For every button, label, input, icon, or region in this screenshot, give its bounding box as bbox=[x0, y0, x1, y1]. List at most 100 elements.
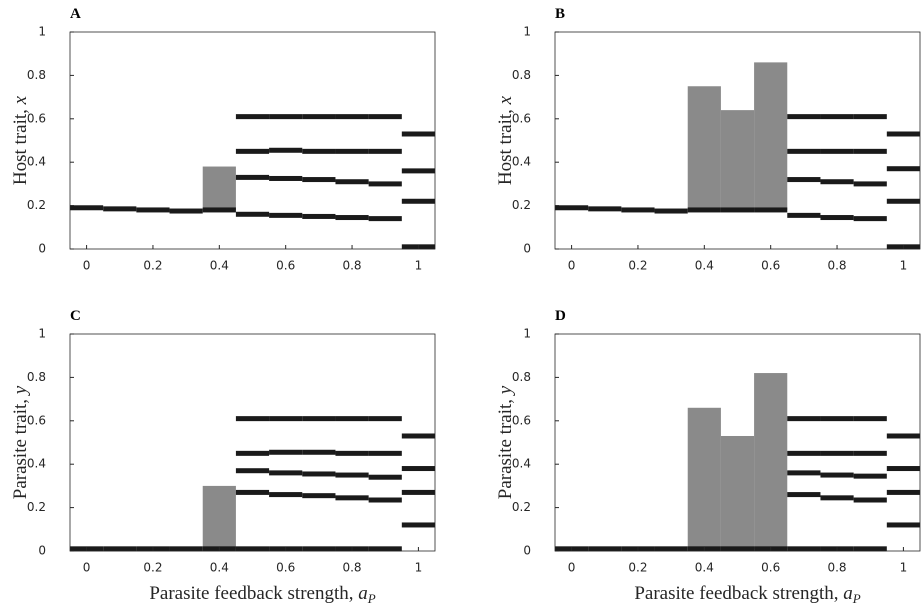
y-axis-label-text: Parasite trait, bbox=[10, 394, 31, 499]
branch-line bbox=[754, 207, 788, 213]
branch-line bbox=[787, 148, 821, 154]
axes-box bbox=[69, 31, 436, 250]
branch-line bbox=[820, 114, 854, 120]
branch-line bbox=[787, 114, 821, 120]
branch-line bbox=[269, 492, 303, 498]
branch-line bbox=[302, 449, 336, 455]
x-tick-label: 0.2 bbox=[628, 259, 647, 273]
branch-line bbox=[853, 216, 887, 222]
branch-line bbox=[235, 416, 270, 422]
y-tick-label: 0.6 bbox=[512, 413, 531, 427]
branch-line bbox=[335, 179, 369, 185]
branch-line bbox=[335, 215, 369, 221]
branch-line bbox=[401, 433, 435, 439]
y-tick-label: 0.8 bbox=[27, 68, 46, 82]
spread-block bbox=[754, 62, 788, 210]
branch-line bbox=[235, 450, 270, 456]
branch-line bbox=[302, 148, 336, 154]
branch-line bbox=[401, 489, 435, 495]
branch-line bbox=[720, 546, 755, 552]
branch-line bbox=[335, 416, 369, 422]
branch-line bbox=[886, 489, 920, 495]
branch-line bbox=[103, 546, 137, 552]
x-axis-label-var: a bbox=[358, 583, 368, 604]
branch-line bbox=[202, 207, 236, 213]
y-tick-label: 0 bbox=[523, 242, 531, 256]
branch-line bbox=[368, 416, 402, 422]
branch-line bbox=[103, 206, 137, 212]
y-tick-label: 0.4 bbox=[27, 457, 46, 471]
branch-line bbox=[302, 177, 336, 183]
branch-line bbox=[820, 179, 854, 185]
branch-line bbox=[235, 174, 270, 180]
y-tick-label: 0.2 bbox=[27, 198, 46, 212]
branch-line bbox=[235, 468, 270, 474]
y-axis-label: Parasite trait, y bbox=[10, 385, 31, 499]
branch-line bbox=[302, 114, 336, 120]
branch-line bbox=[787, 416, 821, 422]
x-tick-label: 0 bbox=[83, 259, 91, 273]
x-tick-label: 0.4 bbox=[695, 259, 714, 273]
branch-line bbox=[588, 546, 622, 552]
x-tick-label: 0.8 bbox=[342, 561, 361, 575]
branch-line bbox=[787, 492, 821, 498]
branch-line bbox=[235, 114, 270, 120]
branch-line bbox=[820, 416, 854, 422]
x-axis-label-var: a bbox=[843, 583, 853, 604]
branch-line bbox=[335, 495, 369, 501]
branch-line bbox=[401, 522, 435, 528]
branch-line bbox=[335, 148, 369, 154]
x-tick-label: 0.4 bbox=[210, 259, 229, 273]
branch-line bbox=[820, 472, 854, 478]
x-tick-label: 0.8 bbox=[827, 561, 846, 575]
panel-label: D bbox=[555, 308, 566, 324]
y-tick-label: 0.8 bbox=[27, 370, 46, 384]
branch-line bbox=[235, 546, 270, 552]
branch-line bbox=[368, 148, 402, 154]
x-tick-label: 0 bbox=[568, 259, 576, 273]
y-axis-label-var: y bbox=[495, 385, 516, 396]
y-axis-label: Parasite trait, y bbox=[495, 385, 516, 499]
panel-label: A bbox=[70, 6, 81, 22]
x-axis-label-text: Parasite feedback strength, bbox=[634, 583, 843, 604]
branch-line bbox=[269, 114, 303, 120]
y-tick-label: 1 bbox=[523, 327, 531, 341]
branch-line bbox=[853, 473, 887, 479]
x-tick-label: 0.6 bbox=[761, 561, 780, 575]
y-tick-label: 0.8 bbox=[512, 370, 531, 384]
branch-line bbox=[235, 489, 270, 495]
branch-line bbox=[368, 450, 402, 456]
branch-line bbox=[302, 416, 336, 422]
branch-line bbox=[368, 216, 402, 222]
branch-line bbox=[886, 466, 920, 472]
branch-line bbox=[368, 114, 402, 120]
x-tick-label: 0.2 bbox=[628, 561, 647, 575]
axes-box bbox=[69, 333, 436, 552]
x-tick-label: 1 bbox=[900, 259, 908, 273]
y-tick-label: 1 bbox=[523, 25, 531, 39]
branch-line bbox=[853, 450, 887, 456]
spread-block bbox=[687, 86, 721, 210]
branch-line bbox=[886, 433, 920, 439]
x-tick-label: 0.6 bbox=[276, 259, 295, 273]
branch-line bbox=[886, 198, 920, 204]
branch-line bbox=[621, 207, 655, 213]
branch-line bbox=[269, 175, 303, 181]
y-tick-label: 0 bbox=[523, 544, 531, 558]
axes-box bbox=[554, 333, 921, 552]
branch-line bbox=[853, 546, 887, 552]
branch-line bbox=[787, 546, 821, 552]
x-axis-label-text: Parasite feedback strength, bbox=[149, 583, 358, 604]
spread-block bbox=[754, 373, 788, 549]
y-axis-label-var: x bbox=[10, 95, 31, 105]
branch-line bbox=[853, 114, 887, 120]
branch-line bbox=[787, 450, 821, 456]
axes-box bbox=[554, 31, 921, 250]
x-tick-label: 0 bbox=[568, 561, 576, 575]
branch-line bbox=[820, 148, 854, 154]
branch-line bbox=[555, 205, 589, 211]
y-tick-label: 0.2 bbox=[512, 500, 531, 514]
branch-line bbox=[269, 449, 303, 455]
branch-line bbox=[368, 181, 402, 187]
